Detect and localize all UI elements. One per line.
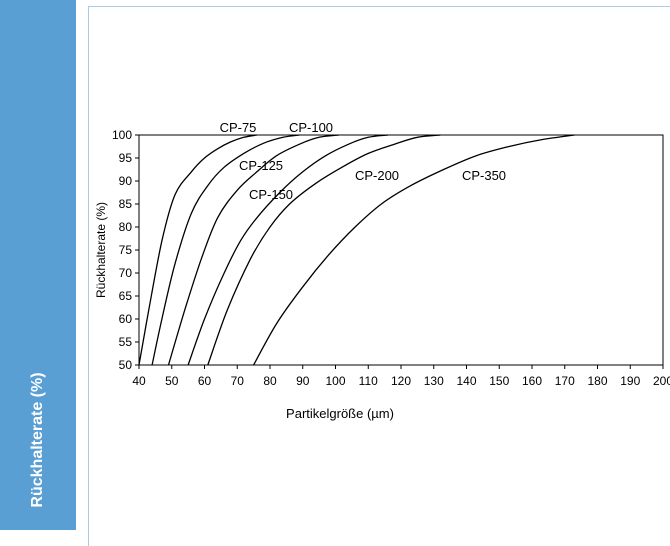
side-band: Rückhalterate (%) xyxy=(0,0,76,530)
y-tick-label: 50 xyxy=(119,358,133,372)
curve-label-cp-125: CP-125 xyxy=(239,158,283,173)
y-tick-label: 60 xyxy=(119,312,133,326)
x-tick-label: 40 xyxy=(132,374,146,388)
series-line-cp-150 xyxy=(187,134,388,366)
series-line-cp-100 xyxy=(151,134,300,366)
x-tick-label: 110 xyxy=(359,374,378,388)
y-tick-label: 95 xyxy=(119,151,133,165)
series-line-cp-200 xyxy=(207,134,441,366)
x-tick-label: 160 xyxy=(522,374,542,388)
x-tick-label: 80 xyxy=(263,374,277,388)
series-line-cp-125 xyxy=(167,134,339,366)
x-tick-label: 70 xyxy=(231,374,245,388)
series-line-cp-75 xyxy=(138,134,258,366)
y-tick-label: 75 xyxy=(119,243,133,257)
curve-label-cp-200: CP-200 xyxy=(355,168,399,183)
x-tick-label: 50 xyxy=(165,374,179,388)
series-line-cp-350 xyxy=(253,134,575,366)
y-tick-label: 85 xyxy=(119,197,133,211)
y-tick-label: 80 xyxy=(119,220,133,234)
x-tick-label: 170 xyxy=(555,374,575,388)
retention-chart: 50 55 60 65 70 75 80 85 90 95 100 40 50 60 70 80 90 100 11… xyxy=(94,120,670,421)
x-tick-label: 100 xyxy=(325,374,345,388)
x-tick-label: 120 xyxy=(391,374,411,388)
y-tick-label: 90 xyxy=(119,174,133,188)
y-tick-label: 65 xyxy=(119,289,133,303)
x-tick-label: 180 xyxy=(587,374,607,388)
curve-label-cp-100: CP-100 xyxy=(289,120,333,135)
x-tick-label: 60 xyxy=(198,374,212,388)
content-frame xyxy=(88,6,670,546)
curve-label-cp-350: CP-350 xyxy=(462,168,506,183)
y-tick-label: 55 xyxy=(119,335,133,349)
x-axis-label: Partikelgröße (µm) xyxy=(286,406,394,421)
x-tick-label: 140 xyxy=(456,374,476,388)
y-tick-label: 70 xyxy=(119,266,133,280)
curve-label-cp-150: CP-150 xyxy=(249,187,293,202)
plot-frame xyxy=(138,134,664,366)
y-tick-label: 100 xyxy=(112,128,132,142)
curve-label-cp-75: CP-75 xyxy=(220,120,257,135)
x-tick-label: 200 xyxy=(653,374,670,388)
x-tick-label: 190 xyxy=(620,374,640,388)
x-tick-label: 90 xyxy=(296,374,310,388)
x-tick-label: 150 xyxy=(489,374,509,388)
y-axis-label: Rückhalterate (%) xyxy=(94,202,108,298)
x-tick-label: 130 xyxy=(424,374,444,388)
